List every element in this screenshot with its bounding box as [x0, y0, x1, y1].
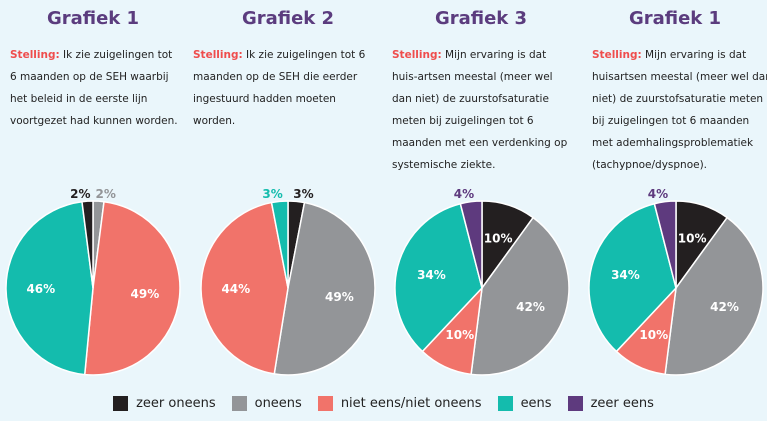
slice-label: 34% — [611, 268, 640, 282]
statement: Stelling: Ik zie zuigelingen tot 6 maand… — [193, 44, 378, 132]
pie-2: 3% 49% 44% 3% — [200, 187, 376, 376]
pie-slice-eens — [5, 200, 94, 376]
legend-swatch — [113, 396, 129, 411]
pie-slice-oneens — [273, 201, 376, 376]
legend-item-eens: eens — [497, 396, 552, 411]
slice-label: 46% — [26, 282, 55, 296]
slice-label: 42% — [516, 300, 545, 314]
pie-slice-zeer_eens — [653, 200, 677, 289]
legend-label: zeer oneens — [136, 396, 216, 411]
pie-slice-niet_eens — [83, 200, 181, 376]
statement-label: Stelling: — [392, 49, 442, 61]
statement-label: Stelling: — [592, 49, 642, 61]
pie-slice-zeer_oneens — [81, 200, 94, 289]
statement-text: Mijn ervaring is dat huis-artsen meestal… — [392, 49, 568, 171]
statement: Stelling: Mijn ervaring is dat huisartse… — [592, 44, 767, 176]
slice-label: 10% — [678, 231, 707, 245]
slice-label: 4% — [454, 187, 474, 201]
slice-label: 49% — [325, 290, 354, 304]
statement-text: Ik zie zuigelingen tot 6 maanden op de S… — [193, 49, 366, 127]
slice-label: 3% — [262, 187, 282, 201]
pie-slice-zeer_eens — [459, 200, 483, 289]
slice-label: 10% — [484, 231, 513, 245]
pie-4: 10% 42% 10% 34% 4% — [588, 187, 764, 376]
legend-label: eens — [520, 396, 552, 411]
slice-label: 34% — [417, 268, 446, 282]
statement-text: Ik zie zuigelingen tot 6 maanden op de S… — [10, 49, 178, 127]
statement: Stelling: Ik zie zuigelingen tot 6 maand… — [10, 44, 178, 132]
pie-1: 2% 49% 46% 2% — [5, 187, 181, 376]
slice-label: 49% — [131, 287, 160, 301]
slice-label: 10% — [639, 328, 668, 342]
pie-slice-oneens — [470, 216, 570, 376]
legend-swatch — [317, 396, 333, 411]
statement-label: Stelling: — [193, 49, 243, 61]
slice-label: 2% — [96, 187, 116, 201]
chart-title: Grafiek 3 — [434, 8, 528, 29]
legend-label: niet eens/niet oneens — [340, 396, 482, 411]
pie-slice-eens — [270, 200, 289, 289]
legend-swatch — [231, 396, 247, 411]
legend-item-zeer_oneens: zeer oneens — [113, 396, 216, 411]
legend-item-zeer_eens: zeer eens — [567, 396, 654, 411]
slice-label: 44% — [221, 282, 250, 296]
legend-item-oneens: oneens — [231, 396, 302, 411]
slice-label: 3% — [293, 187, 313, 201]
legend-swatch — [567, 396, 583, 411]
legend-item-niet_eens: niet eens/niet oneens — [317, 396, 482, 411]
pie-3: 10% 42% 10% 34% 4% — [394, 187, 570, 376]
pie-slice-niet_eens — [200, 201, 289, 375]
legend-label: oneens — [254, 396, 302, 411]
statement: Stelling: Mijn ervaring is dat huis-arts… — [392, 44, 574, 176]
chart-title: Grafiek 1 — [628, 8, 722, 29]
slice-label: 2% — [70, 187, 90, 201]
pie-slice-eens — [394, 202, 483, 353]
slice-label: 4% — [648, 187, 668, 201]
legend: zeer oneens oneens niet eens/niet oneens ee… — [0, 396, 767, 411]
pie-slice-oneens — [664, 216, 764, 376]
legend-swatch — [497, 396, 513, 411]
chart-title: Grafiek 1 — [46, 8, 140, 29]
statement-label: Stelling: — [10, 49, 60, 61]
chart-title: Grafiek 2 — [241, 8, 335, 29]
pie-slice-eens — [588, 202, 677, 353]
statement-text: Mijn ervaring is dat huisartsen meestal … — [592, 49, 767, 171]
slice-label: 10% — [445, 328, 474, 342]
legend-label: zeer eens — [590, 396, 654, 411]
slice-label: 42% — [710, 300, 739, 314]
